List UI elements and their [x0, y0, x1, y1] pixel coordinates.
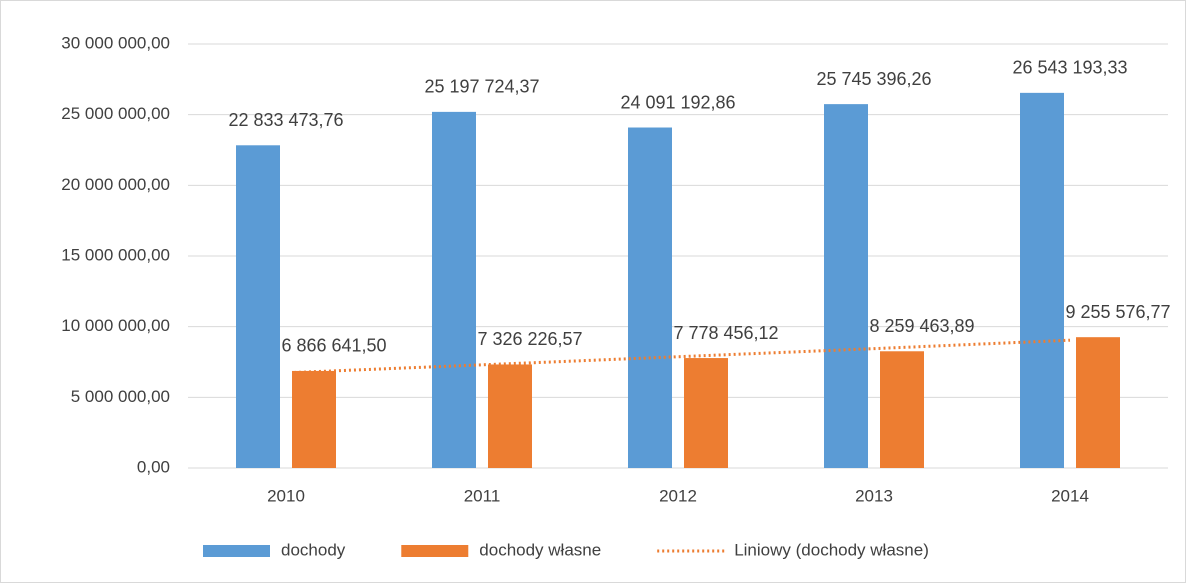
bar [488, 364, 532, 468]
legend-label: dochody własne [479, 540, 601, 559]
bar [292, 370, 336, 468]
bar [236, 145, 280, 468]
data-label: 7 326 226,57 [477, 329, 582, 349]
y-tick-label: 15 000 000,00 [61, 245, 170, 264]
y-tick-label: 25 000 000,00 [61, 104, 170, 123]
legend-label: dochody [281, 540, 346, 559]
data-label: 25 745 396,26 [816, 69, 931, 89]
x-tick-label: 2012 [659, 486, 697, 505]
data-label: 24 091 192,86 [620, 92, 735, 112]
bar [1020, 92, 1064, 468]
bar [1076, 337, 1120, 468]
legend-swatch [203, 545, 270, 557]
data-label: 6 866 641,50 [281, 336, 386, 356]
data-label: 7 778 456,12 [673, 323, 778, 343]
x-tick-label: 2010 [267, 486, 305, 505]
bar [684, 358, 728, 468]
bar [432, 111, 476, 468]
y-tick-label: 10 000 000,00 [61, 316, 170, 335]
data-label: 22 833 473,76 [228, 110, 343, 130]
legend-label: Liniowy (dochody własne) [734, 540, 929, 559]
x-tick-label: 2013 [855, 486, 893, 505]
y-tick-label: 5 000 000,00 [71, 387, 170, 406]
y-tick-label: 20 000 000,00 [61, 175, 170, 194]
data-label: 26 543 193,33 [1012, 58, 1127, 78]
data-label: 9 255 576,77 [1065, 302, 1170, 322]
x-tick-label: 2014 [1051, 486, 1089, 505]
y-tick-label: 0,00 [137, 457, 170, 476]
x-tick-label: 2011 [464, 486, 501, 505]
bar [880, 351, 924, 468]
bar [824, 104, 868, 469]
data-label: 25 197 724,37 [424, 77, 539, 97]
bar [628, 127, 672, 468]
trendline [293, 338, 1071, 374]
legend-swatch [401, 545, 469, 557]
y-tick-label: 30 000 000,00 [61, 33, 170, 52]
data-label: 8 259 463,89 [869, 316, 974, 336]
